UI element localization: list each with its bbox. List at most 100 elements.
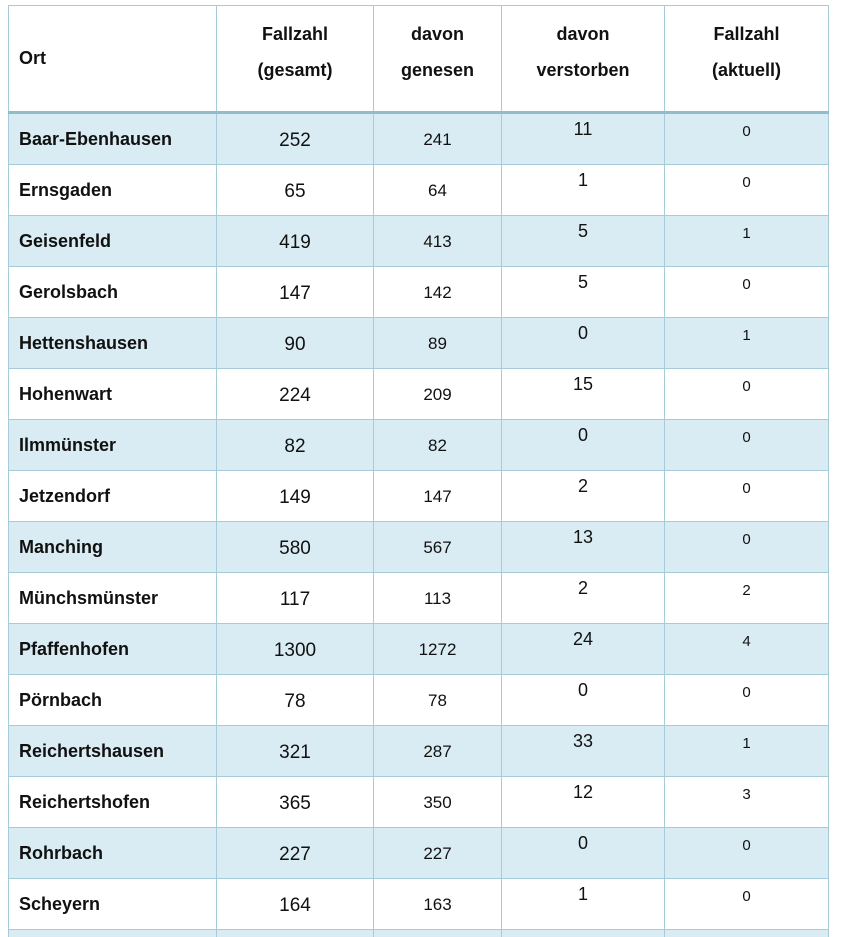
davon-genesen-cell: 1272 (373, 623, 502, 675)
davon-verstorben-cell: 13 (501, 521, 665, 573)
davon-verstorben-cell: 5 (501, 215, 665, 267)
davon-genesen-cell: 209 (373, 368, 502, 420)
covid-case-table: Ort Fallzahl (gesamt) davon genesen davo… (8, 5, 829, 937)
ort-cell: Reichertshofen (8, 776, 217, 828)
fallzahl-aktuell-cell: 0 (664, 419, 829, 471)
fallzahl-aktuell-cell: 1 (664, 317, 829, 369)
ort-cell: Münchsmünster (8, 572, 217, 624)
fallzahl-aktuell-cell: 1 (664, 215, 829, 267)
table-row: Pörnbach 78 78 0 0 (8, 674, 829, 726)
davon-genesen-cell: 147 (373, 470, 502, 522)
davon-genesen-cell: 241 (373, 112, 502, 165)
table-row: Hettenshausen 90 89 0 1 (8, 317, 829, 369)
ort-cell: Rohrbach (8, 827, 217, 879)
davon-genesen-cell: 227 (373, 827, 502, 879)
davon-genesen-cell: 413 (373, 215, 502, 267)
table-row: Ilmmünster 82 82 0 0 (8, 419, 829, 471)
ort-cell: Pfaffenhofen (8, 623, 217, 675)
fallzahl-gesamt-cell: 82 (216, 419, 374, 471)
davon-genesen-cell: 82 (373, 419, 502, 471)
davon-verstorben-cell: 1 (501, 164, 665, 216)
fallzahl-aktuell-cell: 0 (664, 878, 829, 930)
davon-verstorben-cell: 2 (501, 572, 665, 624)
davon-genesen-cell: 211 (373, 929, 502, 937)
davon-verstorben-cell: 12 (501, 776, 665, 828)
fallzahl-gesamt-cell: 149 (216, 470, 374, 522)
table-row: Reichertshausen 321 287 33 1 (8, 725, 829, 777)
fallzahl-aktuell-cell: 3 (664, 776, 829, 828)
davon-genesen-cell: 350 (373, 776, 502, 828)
ort-cell: Geisenfeld (8, 215, 217, 267)
fallzahl-gesamt-cell: 1300 (216, 623, 374, 675)
davon-genesen-cell: 78 (373, 674, 502, 726)
column-header-fallzahl-aktuell: Fallzahl (aktuell) (664, 5, 829, 114)
table-row: Manching 580 567 13 0 (8, 521, 829, 573)
ort-cell: Ilmmünster (8, 419, 217, 471)
fallzahl-gesamt-cell: 164 (216, 878, 374, 930)
fallzahl-gesamt-cell: 365 (216, 776, 374, 828)
table-row: Pfaffenhofen 1300 1272 24 4 (8, 623, 829, 675)
davon-genesen-cell: 567 (373, 521, 502, 573)
ort-cell: Ernsgaden (8, 164, 217, 216)
column-header-fallzahl-gesamt: Fallzahl (gesamt) (216, 5, 374, 114)
fallzahl-aktuell-cell: 0 (664, 674, 829, 726)
fallzahl-aktuell-cell: 0 (664, 827, 829, 879)
fallzahl-gesamt-cell: 78 (216, 674, 374, 726)
header-row: Ort Fallzahl (gesamt) davon genesen davo… (8, 5, 829, 114)
davon-verstorben-cell: 1 (501, 878, 665, 930)
table-row: Rohrbach 227 227 0 0 (8, 827, 829, 879)
davon-verstorben-cell: 11 (501, 112, 665, 165)
davon-genesen-cell: 142 (373, 266, 502, 318)
fallzahl-aktuell-cell: 0 (664, 368, 829, 420)
davon-genesen-cell: 163 (373, 878, 502, 930)
davon-verstorben-cell: 0 (501, 419, 665, 471)
ort-cell: Schweitenkirchen (8, 929, 217, 937)
table-row: Gerolsbach 147 142 5 0 (8, 266, 829, 318)
column-header-davon-verstorben: davon verstorben (501, 5, 665, 114)
fallzahl-aktuell-cell: 1 (664, 725, 829, 777)
column-header-ort: Ort (8, 5, 217, 114)
fallzahl-aktuell-cell: 0 (664, 266, 829, 318)
fallzahl-gesamt-cell: 147 (216, 266, 374, 318)
table-row: Geisenfeld 419 413 5 1 (8, 215, 829, 267)
davon-verstorben-cell: 5 (501, 266, 665, 318)
ort-cell: Gerolsbach (8, 266, 217, 318)
ort-cell: Hohenwart (8, 368, 217, 420)
fallzahl-aktuell-cell: 0 (664, 521, 829, 573)
fallzahl-gesamt-cell: 252 (216, 112, 374, 165)
table-row: Jetzendorf 149 147 2 0 (8, 470, 829, 522)
fallzahl-aktuell-cell: 0 (664, 929, 829, 937)
fallzahl-gesamt-cell: 90 (216, 317, 374, 369)
table-row: Ernsgaden 65 64 1 0 (8, 164, 829, 216)
table-row: Münchsmünster 117 113 2 2 (8, 572, 829, 624)
fallzahl-gesamt-cell: 580 (216, 521, 374, 573)
fallzahl-aktuell-cell: 0 (664, 112, 829, 165)
fallzahl-aktuell-cell: 4 (664, 623, 829, 675)
davon-genesen-cell: 113 (373, 572, 502, 624)
table-row: Hohenwart 224 209 15 0 (8, 368, 829, 420)
ort-cell: Hettenshausen (8, 317, 217, 369)
fallzahl-aktuell-cell: 0 (664, 470, 829, 522)
ort-cell: Manching (8, 521, 217, 573)
davon-verstorben-cell: 0 (501, 317, 665, 369)
ort-cell: Pörnbach (8, 674, 217, 726)
table-row: Reichertshofen 365 350 12 3 (8, 776, 829, 828)
fallzahl-gesamt-cell: 65 (216, 164, 374, 216)
fallzahl-aktuell-cell: 2 (664, 572, 829, 624)
table-body: Baar-Ebenhausen 252 241 11 0 Ernsgaden 6… (8, 112, 829, 937)
ort-cell: Reichertshausen (8, 725, 217, 777)
davon-verstorben-cell: 33 (501, 725, 665, 777)
ort-cell: Jetzendorf (8, 470, 217, 522)
davon-verstorben-cell: 0 (501, 929, 665, 937)
table-row: Baar-Ebenhausen 252 241 11 0 (8, 112, 829, 165)
table-row: Scheyern 164 163 1 0 (8, 878, 829, 930)
fallzahl-gesamt-cell: 224 (216, 368, 374, 420)
table-row: Schweitenkirchen 211 211 0 0 (8, 929, 829, 937)
davon-verstorben-cell: 15 (501, 368, 665, 420)
davon-genesen-cell: 89 (373, 317, 502, 369)
fallzahl-aktuell-cell: 0 (664, 164, 829, 216)
fallzahl-gesamt-cell: 321 (216, 725, 374, 777)
ort-cell: Baar-Ebenhausen (8, 112, 217, 165)
davon-verstorben-cell: 0 (501, 674, 665, 726)
